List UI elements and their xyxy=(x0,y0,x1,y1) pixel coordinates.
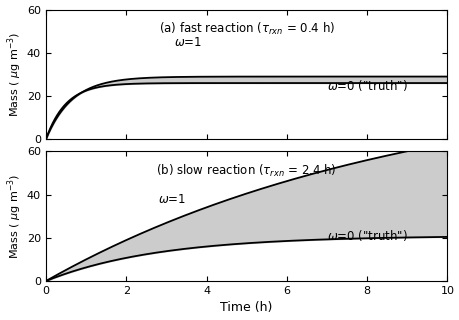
Y-axis label: Mass ( $\mu$g m$^{-3}$): Mass ( $\mu$g m$^{-3}$) xyxy=(6,173,24,259)
Text: (a) fast reaction ($\tau_{rxn}$ = 0.4 h): (a) fast reaction ($\tau_{rxn}$ = 0.4 h) xyxy=(158,21,334,37)
X-axis label: Time (h): Time (h) xyxy=(220,301,272,315)
Text: $\omega$=1: $\omega$=1 xyxy=(158,193,186,206)
Text: $\omega$=0 ("truth"): $\omega$=0 ("truth") xyxy=(326,78,407,93)
Text: $\omega$=1: $\omega$=1 xyxy=(174,36,202,49)
Text: $\omega$=0 ("truth"): $\omega$=0 ("truth") xyxy=(326,228,407,243)
Y-axis label: Mass ( $\mu$g m$^{-3}$): Mass ( $\mu$g m$^{-3}$) xyxy=(6,32,24,117)
Text: (b) slow reaction ($\tau_{rxn}$ = 2.4 h): (b) slow reaction ($\tau_{rxn}$ = 2.4 h) xyxy=(156,163,336,179)
